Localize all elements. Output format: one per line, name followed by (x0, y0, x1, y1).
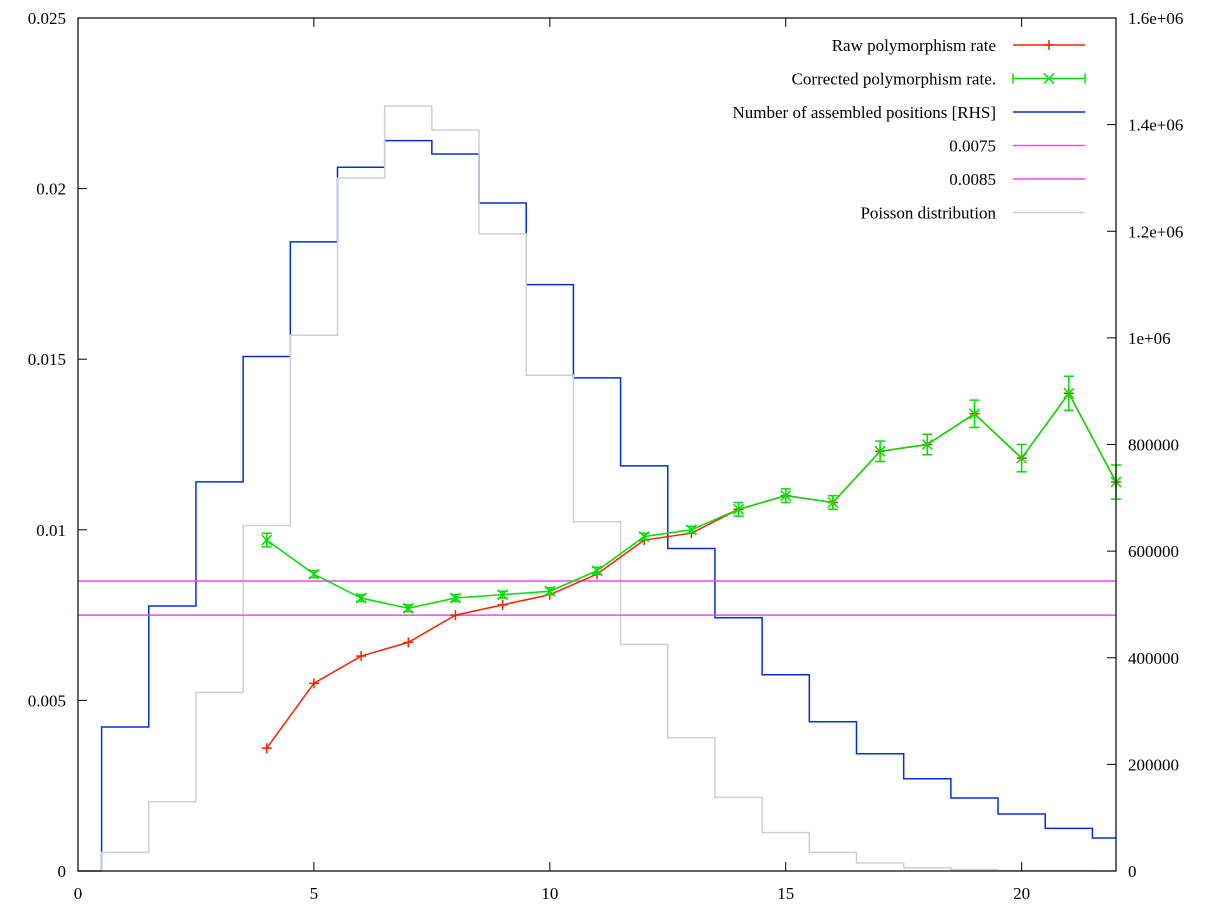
y-right-tick-label: 800000 (1128, 436, 1179, 455)
series-line (266, 391, 1117, 610)
x-tick-label: 20 (1013, 884, 1030, 903)
data-point (874, 445, 886, 457)
legend-entry: 0.0085 (949, 170, 1085, 189)
data-point (1043, 72, 1055, 85)
data-point (1016, 452, 1028, 464)
y-left-tick-label: 0.02 (36, 180, 66, 199)
legend-entry: 0.0075 (949, 137, 1085, 156)
data-point (261, 534, 273, 546)
x-tick-label: 10 (541, 884, 558, 903)
series-line (266, 391, 1117, 749)
series-0 (261, 388, 1121, 754)
data-point (780, 490, 792, 502)
legend-label: 0.0085 (949, 170, 996, 189)
y-right-tick-label: 1e+06 (1128, 329, 1171, 348)
data-point (402, 602, 414, 614)
legend-entry: Corrected polymorphism rate. (792, 70, 1086, 89)
plot-series-layer (78, 105, 1122, 872)
y-right-tick-label: 0 (1128, 862, 1137, 881)
data-point (685, 524, 697, 536)
series-1 (261, 375, 1122, 614)
data-point (921, 438, 933, 451)
y-left-tick-label: 0.005 (28, 691, 66, 710)
y-right-tick-label: 400000 (1128, 649, 1179, 668)
legend-label: Number of assembled positions [RHS] (733, 103, 996, 122)
data-point (308, 568, 320, 580)
y-left-tick-label: 0.025 (28, 9, 66, 28)
legend-label: Poisson distribution (860, 204, 996, 223)
series-step-line (78, 105, 1116, 872)
legend-entry: Poisson distribution (860, 204, 1085, 223)
legend-label: 0.0075 (949, 137, 996, 156)
series-5 (78, 105, 1116, 872)
data-point (591, 565, 603, 577)
data-point (497, 589, 509, 601)
data-point (968, 408, 980, 420)
series-step-line (78, 139, 1116, 872)
data-point (827, 496, 839, 509)
y-left-tick-label: 0.015 (28, 350, 66, 369)
legend-label: Corrected polymorphism rate. (792, 70, 996, 89)
legend: Raw polymorphism rate Corrected polymorph… (733, 36, 1086, 223)
data-point (449, 592, 461, 604)
legend-entry: Raw polymorphism rate (832, 36, 1085, 55)
y-right-tick-label: 200000 (1128, 755, 1179, 774)
x-tick-label: 5 (310, 884, 319, 903)
axes-layer: 0 5 10 15 20 0 0.005 0.01 0.015 0.02 0.025 0 200000 4… (28, 9, 1184, 903)
data-point (733, 503, 745, 515)
y-right-tick-label: 1.6e+06 (1128, 9, 1183, 28)
y-left-tick-label: 0.01 (36, 521, 66, 540)
x-tick-label: 0 (74, 884, 83, 903)
data-point (355, 592, 367, 604)
data-point (544, 585, 556, 597)
data-point (1063, 387, 1075, 399)
y-right-tick-label: 600000 (1128, 542, 1179, 561)
legend-entry: Number of assembled positions [RHS] (733, 103, 1085, 122)
y-right-tick-label: 1.2e+06 (1128, 222, 1183, 241)
series-2 (78, 139, 1116, 872)
y-right-tick-label: 1.4e+06 (1128, 116, 1183, 135)
y-left-tick-label: 0 (58, 862, 67, 881)
data-point (638, 531, 650, 543)
x-tick-label: 15 (777, 884, 794, 903)
legend-label: Raw polymorphism rate (832, 36, 996, 55)
